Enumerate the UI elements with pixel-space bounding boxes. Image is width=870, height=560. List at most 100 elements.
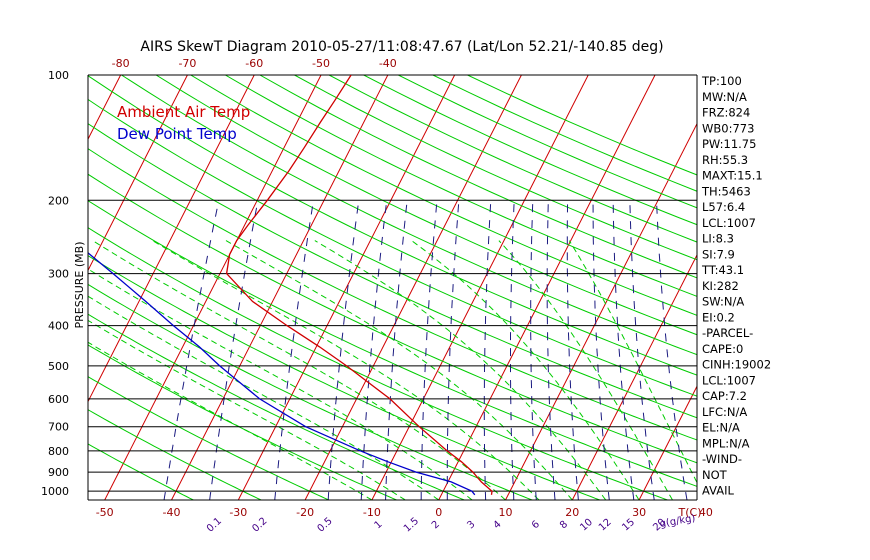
mixing-ratio-tick-label: 0.2: [250, 516, 269, 535]
dry-adiabat-line: [88, 75, 697, 376]
isotherm-line: [0, 75, 54, 500]
stability-index-entry: AVAIL: [702, 484, 735, 498]
isotherm-line: [304, 75, 522, 500]
mixing-ratio-tick-label: 4: [492, 519, 504, 531]
isotherm-line: [638, 385, 697, 500]
bottom-temperature-tick-label: 0: [435, 506, 442, 519]
stability-index-entry: LI:8.3: [702, 232, 734, 246]
bottom-temperature-tick-label: -50: [96, 506, 114, 519]
mixing-ratio-tick-label: 15: [620, 517, 637, 534]
moist-adiabat-line: [498, 240, 673, 500]
stability-index-entry: PW:11.75: [702, 137, 756, 151]
mixing-ratio-line: [274, 200, 314, 500]
stability-index-entry: EI:0.2: [702, 310, 735, 324]
dry-adiabat-line: [432, 75, 697, 192]
isotherm-line: [840, 75, 870, 500]
dry-adiabat-line: [259, 75, 697, 279]
pressure-grid: [88, 74, 697, 492]
bottom-temperature-tick-label: 40: [699, 506, 713, 519]
stability-index-entry: -PARCEL-: [702, 326, 753, 340]
pressure-tick-label: 1000: [41, 485, 69, 498]
mixing-ratio-tick-label: 0.1: [205, 516, 224, 535]
mixing-ratio-grid: [163, 200, 688, 500]
isotherm-line: [88, 75, 188, 272]
moist-adiabat-line: [88, 295, 439, 500]
dry-adiabat-line: [88, 227, 668, 500]
top-temperature-tick-labels: -80 -70 -60 -50 -40: [112, 57, 397, 70]
stability-index-entry: TP:100: [701, 74, 742, 88]
stability-index-entry: L57:6.4: [702, 200, 745, 214]
bottom-temperature-tick-label: -30: [229, 506, 247, 519]
dry-adiabat-line: [88, 376, 330, 500]
bottom-temperature-tick-label: 10: [499, 506, 513, 519]
bottom-temperature-tick-label: -10: [363, 506, 381, 519]
pressure-tick-label: 600: [48, 393, 69, 406]
dry-adiabat-line: [121, 75, 697, 356]
dry-adiabat-line: [88, 123, 697, 419]
pressure-tick-label: 400: [48, 320, 69, 333]
chart-title: AIRS SkewT Diagram 2010-05-27/11:08:47.6…: [140, 39, 663, 55]
mixing-ratio-tick-label: 3: [465, 519, 477, 531]
legend-ambient-air-temp: Ambient Air Temp: [117, 103, 250, 121]
dry-adiabat-line: [88, 409, 262, 500]
top-temperature-tick-label: -50: [312, 57, 330, 70]
stability-index-entry: LFC:N/A: [702, 405, 747, 419]
moist-adiabat-line: [568, 240, 697, 484]
pressure-tick-label: 100: [48, 69, 69, 82]
stability-index-entry: RH:55.3: [702, 153, 748, 167]
temperature-unit-label: T(C): [678, 506, 702, 519]
mixing-ratio-tick-label: 12: [597, 517, 614, 534]
legend-dew-point-temp: Dew Point Temp: [117, 125, 237, 143]
moist-adiabat-line: [152, 240, 540, 500]
dry-adiabat-line: [88, 200, 697, 487]
dry-adiabat-line: [363, 75, 697, 226]
mixing-ratio-tick-label: 8: [558, 519, 570, 531]
bottom-temperature-tick-labels: -50 -40 -30 -20 -10 0 10 20 30 40T(C): [96, 506, 713, 519]
dry-adiabat-line: [88, 443, 194, 500]
isotherm-line: [171, 75, 389, 500]
stability-index-entry: MPL:N/A: [702, 436, 750, 450]
y-axis-label: PRESSURE (MB): [73, 242, 86, 329]
plot-frame: [87, 75, 698, 501]
moist-adiabat-line: [88, 319, 406, 500]
isotherm-line: [237, 75, 456, 500]
stability-index-entry: FRZ:824: [702, 106, 750, 120]
stability-index-entry: MAXT:15.1: [702, 169, 763, 183]
bottom-temperature-tick-label: -20: [296, 506, 314, 519]
mixing-ratio-tick-label: 10: [578, 517, 595, 534]
stability-index-entry: CAPE:0: [702, 342, 743, 356]
stability-index-entry: LCL:1007: [702, 373, 756, 387]
isotherm-line: [505, 122, 697, 500]
mixing-ratio-tick-label: 0.5: [316, 516, 335, 535]
pressure-tick-label: 800: [48, 445, 69, 458]
mixing-ratio-tick-labels: 0.1 0.2 0.5 1 1.5 2 3 4 6 8 10 12 15 20g(g/kg): [205, 513, 697, 535]
dry-adiabat-line: [294, 75, 697, 261]
bottom-temperature-tick-label: -40: [163, 506, 181, 519]
dry-adiabat-line: [88, 344, 397, 500]
isotherm-line: [88, 75, 255, 403]
sounding-series: [88, 75, 493, 496]
mixing-ratio-line: [510, 200, 515, 500]
pressure-tick-label: 200: [48, 194, 69, 207]
bottom-temperature-tick-label: 20: [565, 506, 579, 519]
dry-adiabat-line: [88, 98, 697, 397]
stability-index-entry: SW:N/A: [702, 295, 744, 309]
mixing-ratio-tick-label: 2: [430, 519, 442, 531]
dry-adiabat-line: [225, 75, 697, 297]
pressure-tick-label: 900: [48, 466, 69, 479]
mixing-ratio-unit-label: g(g/kg): [659, 513, 696, 530]
dry-adiabat-line: [328, 75, 697, 243]
moist-adiabat-line: [88, 268, 473, 500]
isotherm-line: [88, 75, 122, 141]
stability-index-entry: -WIND-: [702, 452, 742, 466]
top-temperature-tick-label: -60: [245, 57, 263, 70]
stability-index-entry: CAP:7.2: [702, 389, 747, 403]
dry-adiabat-line: [88, 283, 533, 500]
dewpoint-temp-line: [88, 252, 476, 496]
stability-index-entry: KI:282: [702, 279, 739, 293]
pressure-tick-labels: 100 200 300 400 500 600 700 800 900 1000: [41, 69, 69, 498]
top-temperature-tick-label: -70: [178, 57, 196, 70]
mixing-ratio-tick-label: 1.5: [402, 516, 421, 535]
